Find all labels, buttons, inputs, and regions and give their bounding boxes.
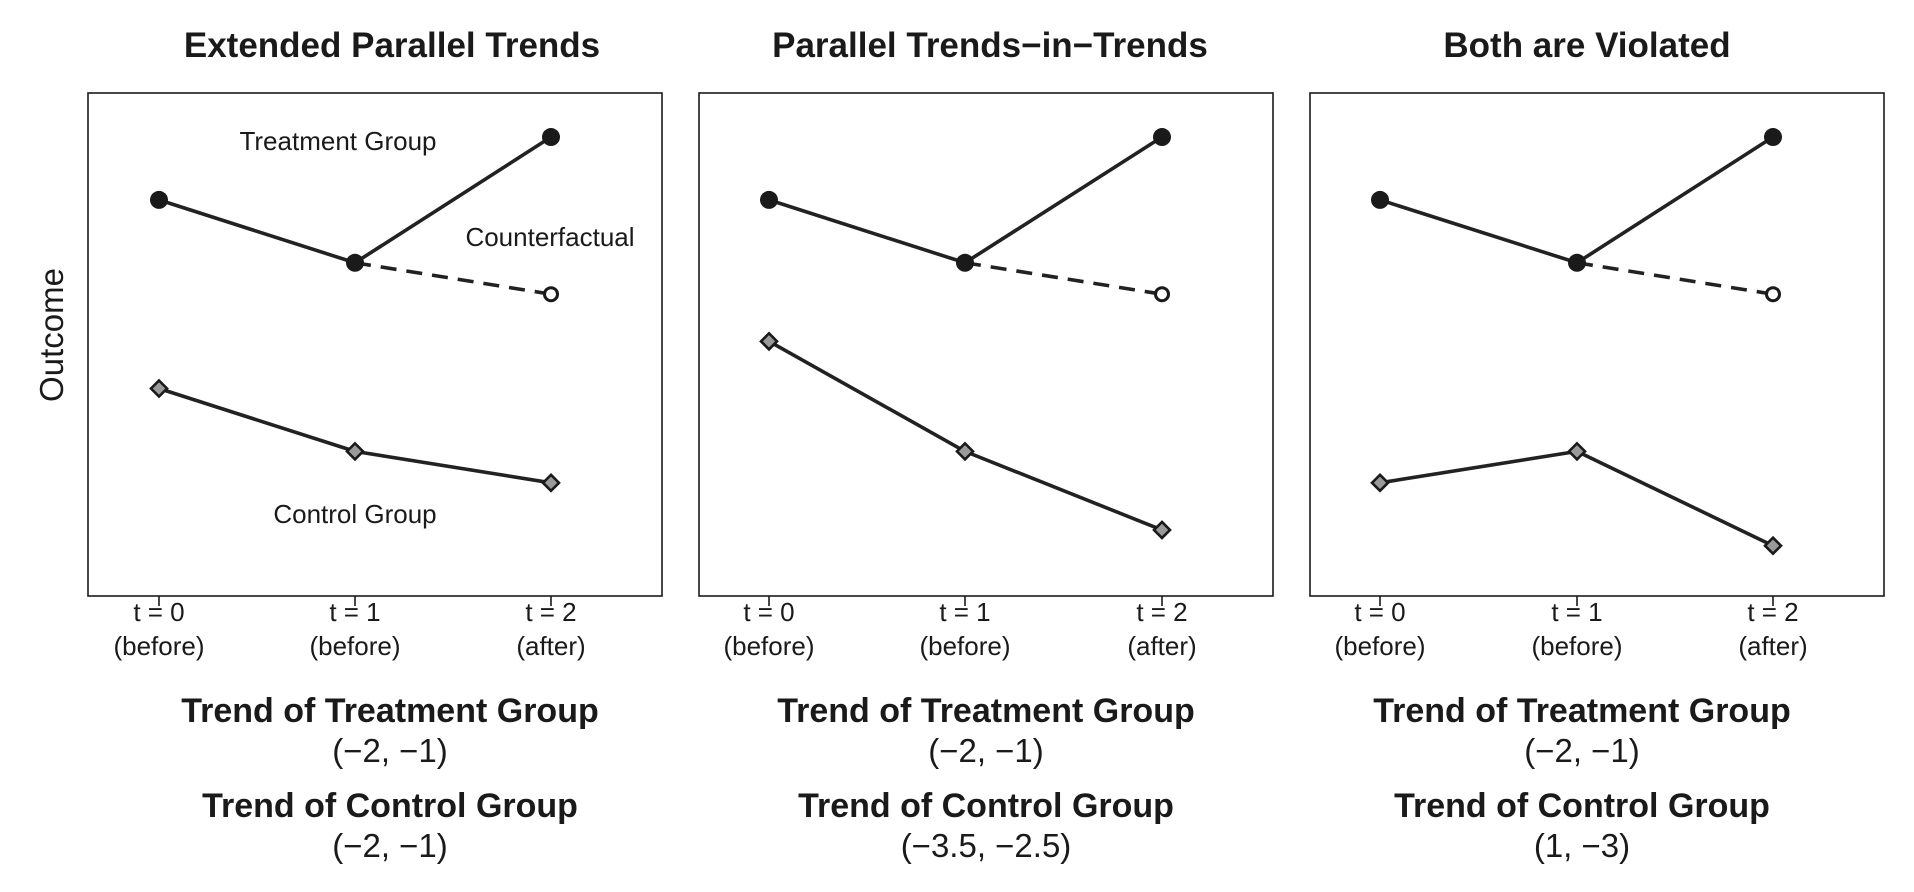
x-tick-label-2-1: t = 1	[939, 597, 990, 627]
series-line-1-2	[158, 386, 552, 485]
plot-frame-1	[87, 92, 663, 597]
trend-treatment-value-2: (−2, −1)	[928, 732, 1044, 769]
annotation-1-2: Control Group	[273, 499, 436, 529]
x-tick-sublabel-3-2: (after)	[1738, 631, 1807, 661]
marker-2-2-1	[955, 441, 975, 462]
series-line-2-2	[768, 339, 1163, 532]
x-tick-label-2-0: t = 0	[743, 597, 794, 627]
x-tick-sublabel-2-1: (before)	[919, 631, 1010, 661]
marker-3-1-1	[1765, 286, 1781, 303]
marker-1-0-0	[150, 190, 168, 209]
x-tick-sublabel-3-0: (before)	[1334, 631, 1425, 661]
trend-treatment-label-3: Trend of Treatment Group	[1373, 692, 1791, 730]
trend-control-label-3: Trend of Control Group	[1394, 787, 1770, 825]
plot-frame-2	[698, 92, 1274, 597]
x-tick-label-1-0: t = 0	[133, 597, 184, 627]
marker-3-0-2	[1764, 128, 1782, 147]
trend-control-label-2: Trend of Control Group	[798, 787, 1174, 825]
trend-treatment-value-3: (−2, −1)	[1524, 732, 1640, 769]
marker-2-0-0	[760, 190, 778, 209]
x-tick-sublabel-1-1: (before)	[309, 631, 400, 661]
x-tick-sublabel-1-2: (after)	[516, 631, 585, 661]
trend-treatment-label-2: Trend of Treatment Group	[777, 692, 1195, 730]
marker-2-0-1	[956, 253, 974, 272]
series-line-3-1	[1576, 260, 1774, 296]
panel-title-3: Both are Violated	[1443, 26, 1731, 65]
marker-2-0-2	[1153, 128, 1171, 147]
marker-3-0-1	[1568, 253, 1586, 272]
x-tick-label-1-2: t = 2	[525, 597, 576, 627]
trend-control-value-1: (−2, −1)	[332, 827, 448, 864]
marker-2-1-1	[1154, 286, 1170, 303]
marker-2-2-2	[1152, 520, 1172, 540]
x-tick-sublabel-3-1: (before)	[1531, 631, 1622, 661]
trend-treatment-label-1: Trend of Treatment Group	[181, 692, 599, 730]
trend-control-value-2: (−3.5, −2.5)	[900, 827, 1072, 864]
trend-treatment-value-1: (−2, −1)	[332, 732, 448, 769]
marker-3-2-2	[1763, 535, 1783, 556]
x-tick-label-3-2: t = 2	[1747, 597, 1798, 627]
marker-1-0-1	[346, 253, 364, 272]
marker-1-2-1	[345, 441, 365, 462]
x-tick-label-3-1: t = 1	[1551, 597, 1602, 627]
trend-control-value-3: (1, −3)	[1533, 827, 1631, 864]
marker-3-2-0	[1370, 472, 1390, 493]
series-line-3-0	[1379, 135, 1774, 265]
panel-title-1: Extended Parallel Trends	[183, 26, 601, 65]
marker-1-2-0	[149, 378, 169, 399]
series-line-3-2	[1379, 449, 1774, 548]
x-tick-sublabel-2-0: (before)	[723, 631, 814, 661]
marker-3-0-0	[1371, 190, 1389, 209]
series-line-2-0	[768, 135, 1163, 265]
marker-2-2-0	[759, 331, 779, 352]
x-tick-sublabel-1-0: (before)	[113, 631, 204, 661]
x-tick-label-1-1: t = 1	[329, 597, 380, 627]
panel-title-2: Parallel Trends−in−Trends	[772, 26, 1208, 65]
annotation-1-0: Treatment Group	[239, 126, 436, 156]
series-line-1-1	[354, 260, 552, 296]
series-line-2-1	[964, 260, 1163, 296]
marker-1-1-1	[543, 286, 559, 303]
marker-3-2-1	[1567, 441, 1587, 462]
x-tick-sublabel-2-2: (after)	[1127, 631, 1196, 661]
x-tick-label-2-2: t = 2	[1136, 597, 1187, 627]
plot-frame-3	[1309, 92, 1885, 597]
trend-control-label-1: Trend of Control Group	[202, 787, 578, 825]
marker-1-0-2	[542, 128, 560, 147]
marker-1-2-2	[541, 472, 561, 493]
x-tick-label-3-0: t = 0	[1354, 597, 1405, 627]
annotation-1-1: Counterfactual	[465, 222, 634, 252]
